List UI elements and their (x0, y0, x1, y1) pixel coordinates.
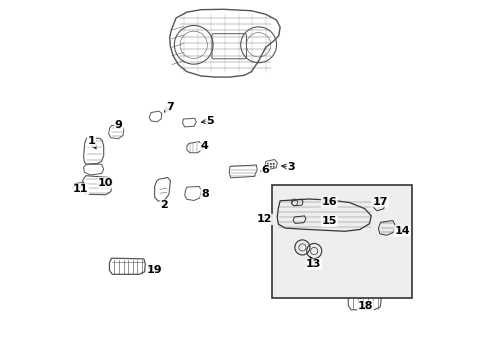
Circle shape (267, 163, 269, 165)
Circle shape (272, 163, 275, 165)
Text: 6: 6 (261, 165, 269, 175)
Text: 12: 12 (257, 215, 272, 224)
Text: 13: 13 (306, 259, 321, 269)
Circle shape (272, 166, 275, 168)
Text: 1: 1 (88, 136, 96, 146)
Text: 16: 16 (321, 197, 337, 207)
Bar (272, 185, 412, 298)
Circle shape (270, 166, 272, 168)
Text: 11: 11 (73, 184, 89, 194)
Circle shape (267, 166, 269, 168)
Text: 2: 2 (160, 200, 168, 210)
Text: 14: 14 (394, 226, 410, 236)
Text: 19: 19 (147, 265, 163, 275)
Text: 9: 9 (115, 120, 122, 130)
Text: 8: 8 (201, 189, 209, 199)
Text: 3: 3 (287, 162, 294, 172)
Text: 4: 4 (201, 141, 209, 151)
Text: 5: 5 (206, 116, 214, 126)
Text: 18: 18 (358, 301, 373, 311)
Text: 17: 17 (373, 197, 388, 207)
Text: 15: 15 (321, 216, 337, 226)
Text: 7: 7 (166, 102, 173, 112)
Text: 10: 10 (98, 178, 114, 188)
Circle shape (270, 163, 272, 165)
